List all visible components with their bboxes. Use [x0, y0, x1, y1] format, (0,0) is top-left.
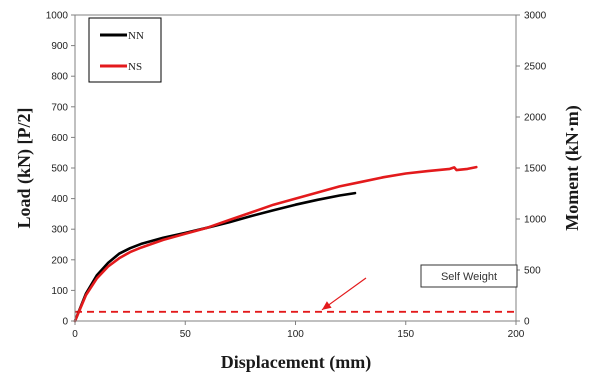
y-right-tick-label: 2500 — [524, 62, 547, 73]
plot-layer — [73, 165, 516, 323]
y-tick-label: 200 — [51, 255, 68, 266]
y-right-tick-label: 1500 — [524, 164, 547, 175]
axes-layer: 0 50 100 150 2000100200300400500600700800900… — [46, 11, 547, 341]
y-axis-title-left: Load (kN) [P/2] — [14, 108, 35, 229]
annotation-box — [420, 264, 518, 288]
y-axis-title-right: Moment (kN·m) — [562, 105, 583, 230]
y-tick-label: 1000 — [46, 11, 69, 22]
y-tick-label: 700 — [51, 102, 68, 113]
y-right-tick-label: 3000 — [524, 11, 547, 22]
legend-box — [88, 17, 162, 83]
y-tick-label: 100 — [51, 286, 68, 297]
legend-label-ns: NS — [128, 61, 142, 73]
x-tick-label: 200 — [508, 329, 525, 340]
self-weight-annotation: Self Weight — [321, 264, 518, 311]
annotation-arrowhead — [321, 301, 332, 310]
x-tick-label: 0 — [72, 329, 78, 340]
y-tick-label: 500 — [51, 164, 68, 175]
y-tick-label: 600 — [51, 133, 68, 144]
legend: NN NS — [88, 17, 162, 83]
annotation-label: Self Weight — [441, 271, 497, 283]
y-tick-label: 400 — [51, 194, 68, 205]
y-tick-label: 800 — [51, 72, 68, 83]
x-axis-title: Displacement (mm) — [221, 352, 371, 373]
x-tick-label: 150 — [397, 329, 414, 340]
annotation-arrow — [321, 277, 367, 311]
y-tick-label: 900 — [51, 41, 68, 52]
y-right-tick-label: 500 — [524, 266, 541, 277]
y-tick-label: 300 — [51, 225, 68, 236]
y-right-tick-label: 0 — [524, 317, 530, 328]
x-tick-label: 100 — [287, 329, 304, 340]
y-tick-label: 0 — [62, 317, 68, 328]
y-right-tick-label: 1000 — [524, 215, 547, 226]
series-line-ns — [73, 165, 478, 323]
legend-label-nn: NN — [128, 30, 144, 42]
y-right-tick-label: 2000 — [524, 113, 547, 124]
x-tick-label: 50 — [180, 329, 192, 340]
